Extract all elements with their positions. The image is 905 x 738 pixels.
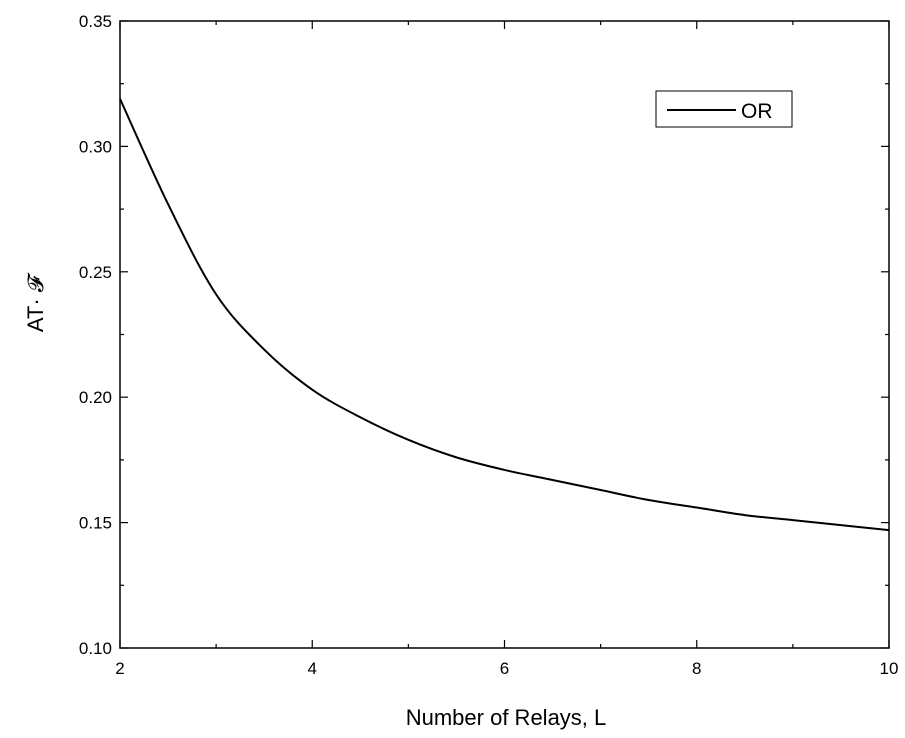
y-tick-label: 0.35 — [79, 12, 112, 31]
x-tick-label: 8 — [692, 659, 701, 678]
y-tick-label: 0.20 — [79, 388, 112, 407]
y-axis-title: AT· 𝓕 — [23, 272, 48, 332]
y-tick-label: 0.10 — [79, 639, 112, 658]
legend: OR — [655, 90, 793, 128]
series-layer — [119, 98, 890, 532]
x-tick-label: 10 — [880, 659, 899, 678]
series-line-or — [119, 98, 890, 532]
x-tick-label: 4 — [308, 659, 317, 678]
y-tick-label: 0.25 — [79, 263, 112, 282]
x-tick-label: 2 — [115, 659, 124, 678]
x-axis-title: Number of Relays, L — [406, 705, 607, 730]
x-tick-label: 6 — [500, 659, 509, 678]
legend-label-or: OR — [741, 100, 773, 123]
axis-ticks — [119, 20, 890, 649]
y-tick-label: 0.30 — [79, 137, 112, 156]
tick-labels: 2 4 6 8 10 0.10 0.15 0.20 0.25 0.30 0.35 — [79, 12, 899, 678]
y-tick-label: 0.15 — [79, 514, 112, 533]
